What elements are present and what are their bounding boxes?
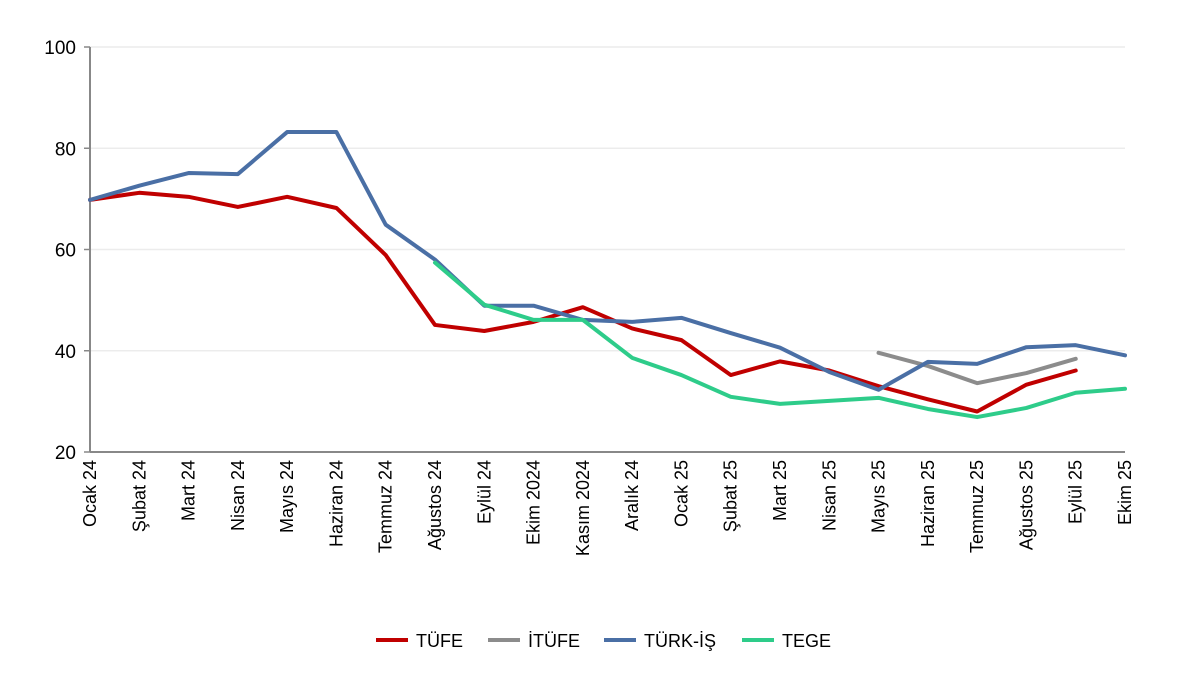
x-tick-label: Temmuz 25 <box>967 460 987 553</box>
x-tick-label: Kasım 2024 <box>573 460 593 556</box>
legend-label: TÜRK-İŞ <box>644 631 716 651</box>
y-tick-label: 100 <box>44 38 76 59</box>
x-tick-label: Ocak 25 <box>671 460 691 527</box>
gridlines <box>90 47 1125 351</box>
series-line-tege <box>435 263 1125 417</box>
x-tick-label: Temmuz 24 <box>376 460 396 553</box>
y-tick-label: 40 <box>55 342 76 363</box>
x-tick-label: Eylül 24 <box>474 460 494 524</box>
x-axis: Ocak 24 Şubat 24 Mart 24 Nisan 24 Mayıs 24 Ha… <box>80 452 1135 556</box>
series-line-tüfe <box>90 193 1076 412</box>
legend-label: İTÜFE <box>528 631 580 651</box>
x-tick-label: Mayıs 25 <box>869 460 889 533</box>
x-tick-label: Ekim 2024 <box>524 460 544 545</box>
x-tick-label: Şubat 24 <box>129 460 149 532</box>
x-tick-label: Ağustos 24 <box>425 460 445 550</box>
x-tick-label: Ocak 24 <box>80 460 100 527</box>
series-lines <box>90 132 1125 417</box>
x-tick-label: Nisan 25 <box>819 460 839 531</box>
legend: TÜFE İTÜFE TÜRK-İŞ TEGE <box>376 631 831 651</box>
x-tick-label: Ekim 25 <box>1115 460 1135 525</box>
x-tick-label: Mart 25 <box>770 460 790 521</box>
y-tick-label: 80 <box>55 139 76 160</box>
legend-label: TÜFE <box>416 631 463 651</box>
x-tick-label: Aralık 24 <box>622 460 642 531</box>
x-tick-label: Haziran 25 <box>918 460 938 547</box>
legend-label: TEGE <box>782 631 831 651</box>
x-tick-label: Nisan 24 <box>228 460 248 531</box>
x-tick-label: Eylül 25 <box>1066 460 1086 524</box>
x-tick-label: Ağustos 25 <box>1016 460 1036 550</box>
x-tick-label: Mart 24 <box>179 460 199 521</box>
y-axis: 20 40 60 80 100 <box>44 38 90 464</box>
x-tick-label: Mayıs 24 <box>277 460 297 533</box>
x-tick-label: Haziran 24 <box>326 460 346 547</box>
y-tick-label: 60 <box>55 241 76 262</box>
x-tick-label: Şubat 25 <box>721 460 741 532</box>
y-tick-label: 20 <box>55 443 76 464</box>
